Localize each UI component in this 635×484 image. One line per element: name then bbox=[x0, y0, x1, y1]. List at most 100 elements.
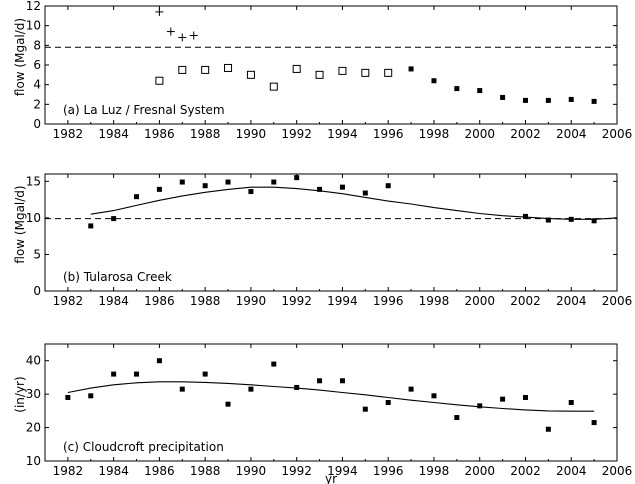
data-point-filled-square bbox=[545, 217, 551, 223]
x-tick-label: 1984 bbox=[98, 464, 129, 478]
data-point-open-square bbox=[178, 65, 187, 74]
data-point-filled-square bbox=[500, 94, 506, 100]
x-tick-label: 1992 bbox=[281, 464, 312, 478]
data-point-filled-square bbox=[362, 406, 368, 412]
x-tick-label: 1982 bbox=[53, 294, 84, 308]
x-tick-label: 1982 bbox=[53, 127, 84, 141]
data-point-filled-square bbox=[65, 394, 71, 400]
x-tick-label: 1996 bbox=[373, 294, 404, 308]
data-point-filled-square bbox=[545, 426, 551, 432]
data-point-filled-square bbox=[294, 175, 300, 181]
data-point-open-square bbox=[361, 68, 370, 77]
y-tick-label: 10 bbox=[26, 19, 41, 33]
data-point-filled-square bbox=[454, 86, 460, 92]
data-point-open-square bbox=[155, 76, 164, 85]
trend-line bbox=[67, 381, 595, 412]
x-tick-label: 1988 bbox=[190, 294, 221, 308]
x-tick-label: 2006 bbox=[602, 464, 633, 478]
data-point-filled-square bbox=[134, 371, 140, 377]
y-tick-label: 30 bbox=[26, 387, 41, 401]
x-tick-label: 1992 bbox=[281, 294, 312, 308]
y-tick-label: 12 bbox=[26, 0, 41, 13]
y-tick-label: 4 bbox=[33, 78, 41, 92]
data-point-open-square bbox=[338, 66, 347, 75]
data-point-filled-square bbox=[111, 216, 117, 222]
x-axis-label: yr bbox=[325, 472, 337, 484]
data-point-filled-square bbox=[522, 213, 528, 219]
data-point-filled-square bbox=[568, 96, 574, 102]
x-tick-label: 1984 bbox=[98, 127, 129, 141]
data-point-filled-square bbox=[408, 386, 414, 392]
x-tick-label: 2002 bbox=[510, 127, 541, 141]
y-tick-label: 10 bbox=[26, 211, 41, 225]
x-tick-label: 1998 bbox=[419, 127, 450, 141]
data-point-filled-square bbox=[179, 386, 185, 392]
data-point-filled-square bbox=[545, 97, 551, 103]
y-tick-label: 5 bbox=[33, 247, 41, 261]
data-point-filled-square bbox=[271, 361, 277, 367]
y-tick-label: 20 bbox=[26, 421, 41, 435]
data-point-filled-square bbox=[156, 186, 162, 192]
data-point-filled-square bbox=[431, 78, 437, 84]
y-axis-label: flow (Mgal/d) bbox=[13, 185, 27, 263]
x-tick-label: 1994 bbox=[327, 127, 358, 141]
data-point-filled-square bbox=[134, 194, 140, 200]
data-point-filled-square bbox=[317, 378, 323, 384]
plot-frame bbox=[44, 343, 618, 462]
data-point-filled-square bbox=[202, 371, 208, 377]
x-tick-label: 2004 bbox=[556, 464, 587, 478]
x-tick-label: 1984 bbox=[98, 294, 129, 308]
y-tick-label: 40 bbox=[26, 354, 41, 368]
panel-annotation: (c) Cloudcroft precipitation bbox=[63, 440, 224, 454]
data-point-plus bbox=[166, 27, 175, 36]
data-point-filled-square bbox=[156, 358, 162, 364]
data-point-filled-square bbox=[522, 394, 528, 400]
x-tick-label: 2006 bbox=[602, 127, 633, 141]
x-tick-label: 2000 bbox=[464, 464, 495, 478]
panel-annotation: (b) Tularosa Creek bbox=[63, 270, 172, 284]
x-tick-label: 1986 bbox=[144, 294, 175, 308]
data-point-filled-square bbox=[339, 184, 345, 190]
data-point-filled-square bbox=[111, 371, 117, 377]
panel-annotation: (a) La Luz / Fresnal System bbox=[63, 103, 225, 117]
chart-panel-c: 1982 1984 1986 1988 1990 1992 1994 1996 1998 2000… bbox=[13, 343, 633, 484]
data-point-open-square bbox=[224, 63, 233, 72]
data-point-filled-square bbox=[202, 183, 208, 189]
x-tick-label: 1982 bbox=[53, 464, 84, 478]
data-point-filled-square bbox=[454, 415, 460, 421]
data-point-filled-square bbox=[317, 186, 323, 192]
data-point-filled-square bbox=[88, 223, 94, 229]
x-tick-label: 1986 bbox=[144, 127, 175, 141]
x-tick-label: 1994 bbox=[327, 464, 358, 478]
x-tick-label: 1998 bbox=[419, 294, 450, 308]
x-tick-label: 1988 bbox=[190, 464, 221, 478]
y-tick-label: 6 bbox=[33, 58, 41, 72]
x-tick-label: 1996 bbox=[373, 127, 404, 141]
x-tick-label: 2000 bbox=[464, 294, 495, 308]
data-point-filled-square bbox=[339, 378, 345, 384]
x-tick-label: 2002 bbox=[510, 464, 541, 478]
x-tick-label: 2002 bbox=[510, 294, 541, 308]
data-point-plus bbox=[178, 33, 187, 42]
trend-line bbox=[90, 186, 618, 220]
x-tick-label: 2004 bbox=[556, 294, 587, 308]
x-tick-label: 1998 bbox=[419, 464, 450, 478]
data-point-filled-square bbox=[591, 218, 597, 224]
data-point-filled-square bbox=[225, 401, 231, 407]
data-point-filled-square bbox=[500, 396, 506, 402]
data-point-open-square bbox=[201, 65, 210, 74]
y-tick-label: 15 bbox=[26, 174, 41, 188]
data-point-filled-square bbox=[385, 400, 391, 405]
data-point-filled-square bbox=[385, 183, 391, 189]
data-point-filled-square bbox=[88, 393, 94, 399]
data-point-filled-square bbox=[591, 98, 597, 104]
y-tick-label: 0 bbox=[33, 284, 41, 298]
data-point-filled-square bbox=[477, 88, 483, 94]
y-tick-label: 10 bbox=[26, 454, 41, 468]
y-tick-label: 0 bbox=[33, 117, 41, 131]
data-point-filled-square bbox=[362, 190, 368, 196]
x-tick-label: 1992 bbox=[281, 127, 312, 141]
plot-frame bbox=[44, 173, 618, 292]
y-tick-label: 2 bbox=[33, 97, 41, 111]
